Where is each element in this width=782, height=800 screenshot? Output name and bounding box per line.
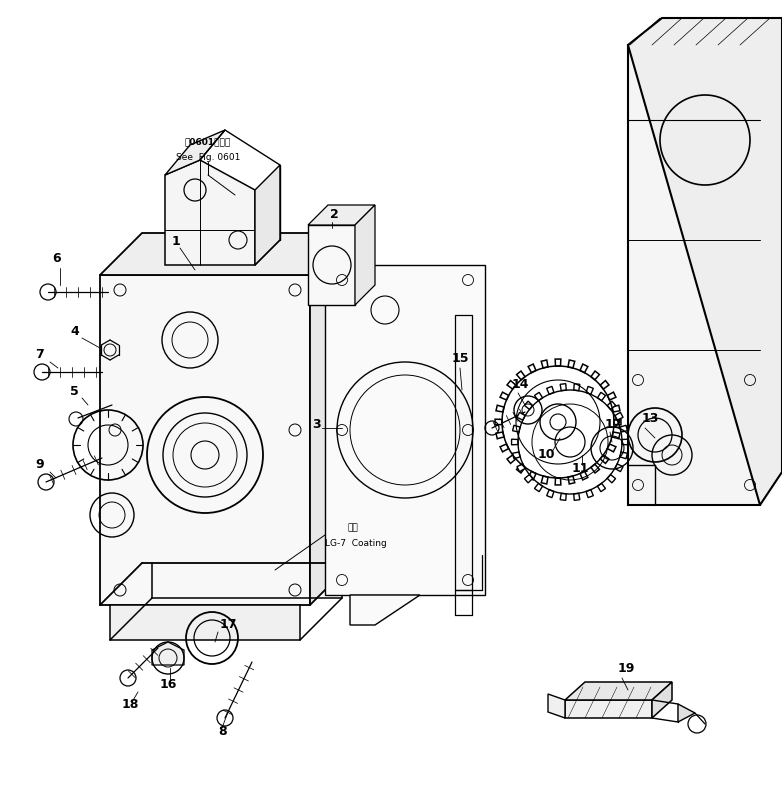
Text: 2: 2 — [330, 208, 339, 221]
Polygon shape — [565, 682, 672, 700]
Polygon shape — [628, 45, 760, 505]
Polygon shape — [350, 595, 420, 625]
Polygon shape — [511, 439, 518, 445]
Polygon shape — [574, 384, 579, 390]
Text: 12: 12 — [605, 418, 622, 431]
Text: 16: 16 — [160, 678, 178, 691]
Polygon shape — [597, 392, 605, 401]
Text: 5: 5 — [70, 385, 79, 398]
Polygon shape — [525, 401, 533, 410]
Polygon shape — [586, 490, 594, 498]
Polygon shape — [622, 439, 629, 445]
Polygon shape — [620, 452, 627, 458]
Polygon shape — [547, 490, 554, 498]
Polygon shape — [512, 426, 520, 432]
Polygon shape — [507, 455, 516, 463]
Polygon shape — [310, 233, 352, 605]
Polygon shape — [496, 432, 504, 438]
Polygon shape — [652, 682, 672, 718]
Polygon shape — [500, 444, 508, 452]
Text: See  Fig. 0601: See Fig. 0601 — [176, 154, 240, 162]
Polygon shape — [165, 130, 225, 175]
Polygon shape — [355, 205, 375, 305]
Polygon shape — [507, 381, 516, 389]
Polygon shape — [165, 160, 255, 265]
Polygon shape — [608, 444, 616, 452]
Text: 18: 18 — [122, 698, 139, 711]
Polygon shape — [325, 265, 485, 595]
Polygon shape — [580, 471, 588, 480]
Polygon shape — [308, 225, 355, 305]
Polygon shape — [455, 315, 472, 590]
Text: 11: 11 — [572, 462, 590, 475]
Polygon shape — [560, 494, 566, 500]
Text: 14: 14 — [512, 378, 529, 391]
Polygon shape — [517, 464, 526, 472]
Polygon shape — [586, 386, 594, 394]
Polygon shape — [517, 412, 526, 420]
Polygon shape — [560, 384, 566, 390]
Polygon shape — [152, 642, 184, 665]
Polygon shape — [568, 360, 575, 368]
Polygon shape — [512, 452, 520, 458]
Polygon shape — [495, 419, 502, 425]
Polygon shape — [600, 381, 609, 389]
Polygon shape — [517, 371, 525, 380]
Polygon shape — [555, 359, 561, 366]
Polygon shape — [568, 476, 575, 484]
Polygon shape — [255, 165, 280, 265]
Text: 1: 1 — [172, 235, 181, 248]
Text: 4: 4 — [70, 325, 79, 338]
Text: 19: 19 — [618, 662, 636, 675]
Polygon shape — [614, 419, 621, 425]
Polygon shape — [615, 464, 623, 472]
Polygon shape — [525, 474, 533, 483]
Polygon shape — [607, 401, 615, 410]
Text: 9: 9 — [35, 458, 44, 471]
Polygon shape — [628, 18, 782, 505]
Polygon shape — [607, 474, 615, 483]
Polygon shape — [591, 371, 600, 380]
Polygon shape — [615, 412, 623, 420]
Polygon shape — [612, 432, 620, 438]
Polygon shape — [612, 406, 620, 412]
Polygon shape — [600, 455, 609, 463]
Polygon shape — [496, 406, 504, 412]
Polygon shape — [565, 700, 652, 718]
Polygon shape — [517, 464, 525, 473]
Polygon shape — [541, 476, 548, 484]
Text: 第0601図参照: 第0601図参照 — [185, 138, 231, 146]
Text: 6: 6 — [52, 252, 61, 265]
Polygon shape — [547, 386, 554, 394]
Polygon shape — [110, 605, 300, 640]
Text: 17: 17 — [220, 618, 238, 631]
Polygon shape — [574, 494, 579, 500]
Text: 15: 15 — [452, 352, 469, 365]
Polygon shape — [555, 478, 561, 485]
Polygon shape — [591, 464, 600, 473]
Polygon shape — [608, 392, 616, 400]
Text: 13: 13 — [642, 412, 659, 425]
Polygon shape — [528, 364, 536, 373]
Polygon shape — [678, 704, 695, 722]
Polygon shape — [100, 233, 352, 275]
Polygon shape — [541, 360, 548, 368]
Text: 塗布: 塗布 — [348, 523, 359, 533]
Polygon shape — [534, 483, 543, 492]
Polygon shape — [100, 275, 310, 605]
Polygon shape — [548, 694, 565, 718]
Text: 3: 3 — [312, 418, 321, 431]
Polygon shape — [308, 205, 375, 225]
Polygon shape — [620, 426, 627, 432]
Polygon shape — [580, 364, 588, 373]
Polygon shape — [528, 471, 536, 480]
Text: LG-7  Coating: LG-7 Coating — [325, 539, 387, 549]
Polygon shape — [500, 392, 508, 400]
Polygon shape — [597, 483, 605, 492]
Polygon shape — [534, 392, 543, 401]
Text: 8: 8 — [218, 725, 227, 738]
Text: 10: 10 — [538, 448, 555, 461]
Text: 7: 7 — [35, 348, 44, 361]
